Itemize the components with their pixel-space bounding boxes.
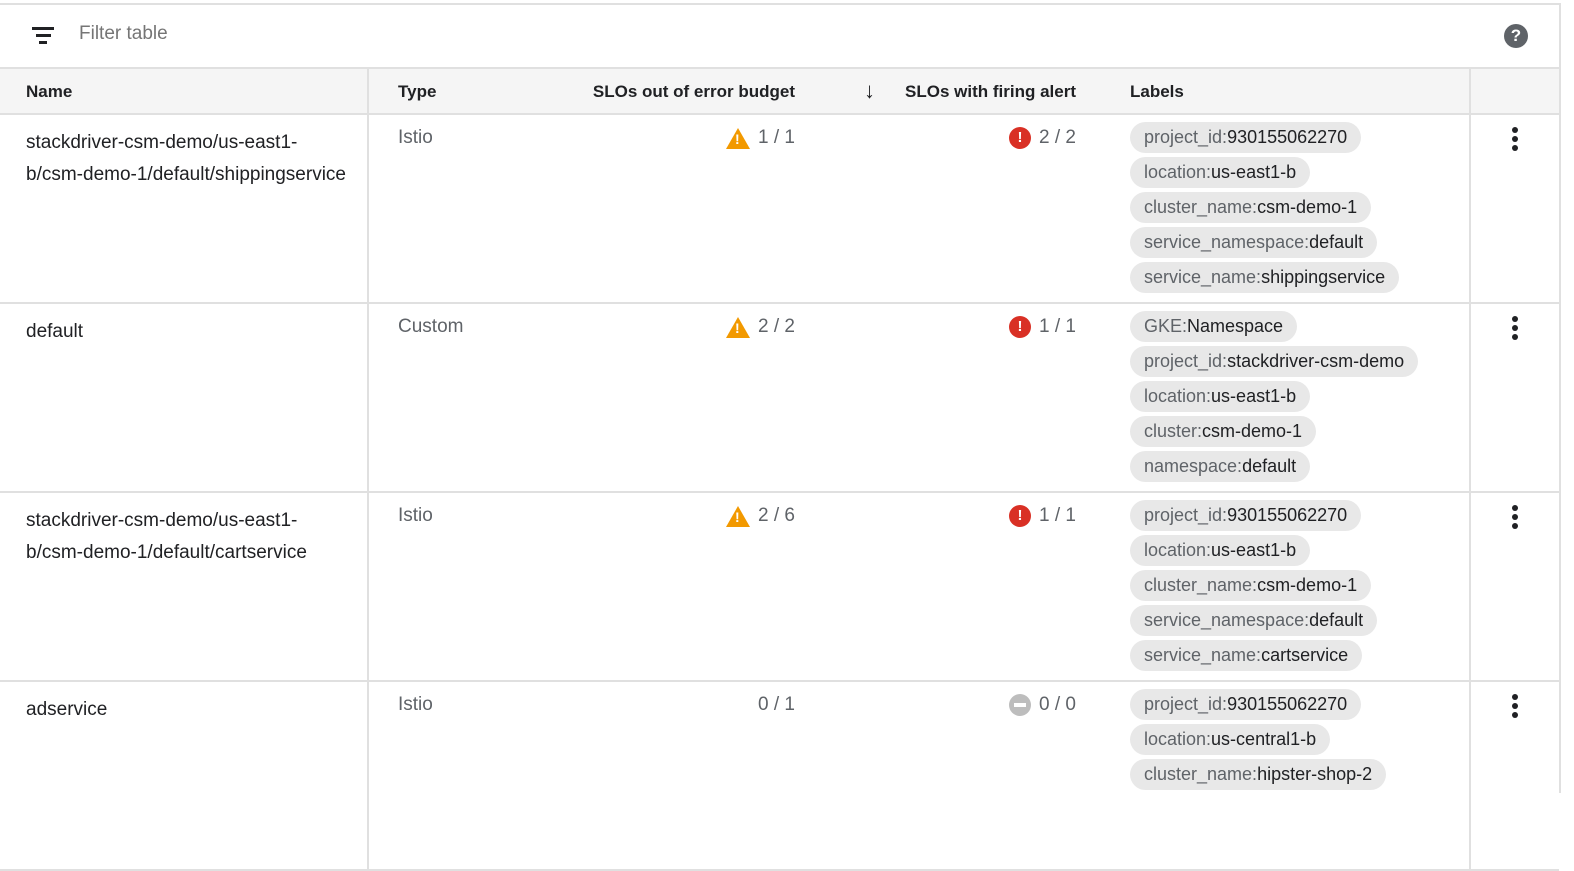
label-chip[interactable]: location: us-central1-b [1130, 724, 1331, 755]
labels-list: project_id: 930155062270 location: us-eas… [1130, 500, 1378, 675]
more-vert-icon[interactable] [1508, 694, 1522, 720]
label-chip[interactable]: service_name: cartservice [1130, 640, 1363, 671]
filter-list-icon[interactable] [32, 27, 54, 45]
error-icon: ! [1009, 316, 1032, 338]
label-chip[interactable]: project_id: 930155062270 [1130, 500, 1362, 531]
column-header-firing-alert[interactable]: SLOs with firing alert [905, 82, 1076, 101]
labels-list: project_id: 930155062270 location: us-eas… [1130, 122, 1400, 297]
filter-table-input[interactable] [79, 23, 679, 45]
table-row[interactable]: stackdriver-csm-demo/us-east1-b/csm-demo… [0, 493, 1559, 682]
service-name[interactable]: default [26, 321, 84, 342]
table-row[interactable]: default Custom 2 / 2 !1 / 1 GKE: Namespa… [0, 304, 1559, 493]
warning-icon [726, 316, 751, 338]
label-chip[interactable]: location: us-east1-b [1130, 157, 1311, 188]
service-type: Istio [398, 127, 433, 148]
label-chip[interactable]: location: us-east1-b [1130, 535, 1311, 566]
label-chip[interactable]: service_namespace: default [1130, 227, 1378, 258]
label-chip[interactable]: service_name: shippingservice [1130, 262, 1400, 293]
help-icon[interactable]: ? [1504, 24, 1528, 48]
services-table: ? Name Type SLOs out of error budget ↓ S… [0, 3, 1561, 871]
label-chip[interactable]: project_id: 930155062270 [1130, 689, 1362, 720]
column-header-type[interactable]: Type [398, 82, 437, 101]
service-type: Istio [398, 505, 433, 526]
warning-icon [726, 127, 751, 149]
warning-icon [726, 505, 751, 527]
labels-list: project_id: 930155062270 location: us-cen… [1130, 689, 1387, 794]
table-header: Name Type SLOs out of error budget ↓ SLO… [0, 69, 1559, 115]
label-chip[interactable]: service_namespace: default [1130, 605, 1378, 636]
label-chip[interactable]: GKE: Namespace [1130, 311, 1298, 342]
service-type: Istio [398, 694, 433, 715]
label-chip[interactable]: namespace: default [1130, 451, 1311, 482]
error-icon: ! [1009, 127, 1032, 149]
column-header-out-of-budget[interactable]: SLOs out of error budget [592, 82, 795, 101]
label-chip[interactable]: cluster: csm-demo-1 [1130, 416, 1317, 447]
more-vert-icon[interactable] [1508, 127, 1522, 153]
slos-out-of-budget: 0 / 1 [758, 694, 795, 715]
error-icon: ! [1009, 505, 1032, 527]
label-chip[interactable]: project_id: stackdriver-csm-demo [1130, 346, 1419, 377]
slos-firing-alert: ! 1 / 1 [1009, 316, 1076, 338]
labels-list: GKE: Namespace project_id: stackdriver-cs… [1130, 311, 1419, 486]
service-name[interactable]: adservice [26, 699, 108, 720]
label-chip[interactable]: cluster_name: csm-demo-1 [1130, 570, 1372, 601]
column-header-labels[interactable]: Labels [1130, 82, 1184, 101]
label-chip[interactable]: location: us-east1-b [1130, 381, 1311, 412]
label-chip[interactable]: project_id: 930155062270 [1130, 122, 1362, 153]
service-type: Custom [398, 316, 464, 337]
slos-out-of-budget: 1 / 1 [726, 127, 795, 149]
column-header-name[interactable]: Name [26, 82, 73, 101]
table-row[interactable]: stackdriver-csm-demo/us-east1-b/csm-demo… [0, 115, 1559, 304]
label-chip[interactable]: cluster_name: csm-demo-1 [1130, 192, 1372, 223]
table-row[interactable]: adservice Istio 0 / 1 0 / 0 project_id: … [0, 682, 1559, 871]
more-vert-icon[interactable] [1508, 505, 1522, 531]
label-chip[interactable]: cluster_name: hipster-shop-2 [1130, 759, 1387, 790]
slos-out-of-budget: 2 / 2 [726, 316, 795, 338]
slos-firing-alert: 0 / 0 [1009, 694, 1076, 716]
table-toolbar: ? [0, 5, 1559, 69]
more-vert-icon[interactable] [1508, 316, 1522, 342]
slos-out-of-budget: 2 / 6 [726, 505, 795, 527]
slos-firing-alert: ! 1 / 1 [1009, 505, 1076, 527]
service-name[interactable]: stackdriver-csm-demo/us-east1-b/csm-demo… [26, 132, 346, 185]
arrow-down-icon[interactable]: ↓ [864, 78, 875, 103]
no-alert-icon [1009, 694, 1032, 716]
slos-firing-alert: ! 2 / 2 [1009, 127, 1076, 149]
service-name[interactable]: stackdriver-csm-demo/us-east1-b/csm-demo… [26, 510, 307, 563]
